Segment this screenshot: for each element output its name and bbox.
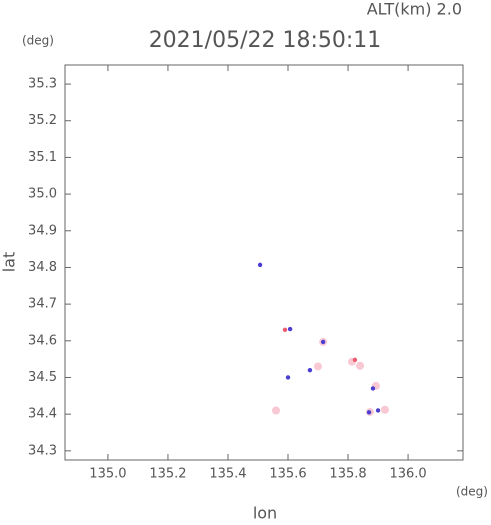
y-tick-label: 34.8	[28, 260, 57, 275]
echo-point	[307, 367, 313, 373]
echo-point	[285, 375, 291, 380]
x-tick-label: 135.4	[209, 467, 246, 482]
y-tick-label: 35.2	[28, 113, 57, 128]
x-unit: (deg)	[456, 485, 488, 499]
x-tick-label: 135.2	[149, 467, 186, 482]
echo-point	[375, 408, 381, 413]
y-tick-label: 34.9	[28, 223, 57, 238]
echo-point	[272, 406, 281, 415]
echo-point	[380, 405, 389, 414]
echo-point	[282, 327, 288, 333]
echo-point	[314, 362, 323, 371]
x-tick-label: 135.8	[329, 467, 366, 482]
y-axis-label: lat	[0, 252, 19, 273]
echo-point	[287, 326, 293, 332]
y-unit: (deg)	[22, 34, 54, 48]
x-axis-label: lon	[253, 504, 277, 522]
y-tick-label: 34.6	[28, 333, 57, 348]
y-tick-label: 34.3	[28, 443, 57, 458]
x-tick-label: 135.0	[89, 467, 126, 482]
y-tick-label: 34.7	[28, 297, 57, 312]
echo-point	[352, 357, 358, 363]
y-tick-label: 35.1	[28, 150, 57, 165]
echo-point	[320, 339, 326, 345]
y-tick-label: 34.5	[28, 370, 57, 385]
plot-frame	[64, 64, 464, 461]
echo-point	[257, 262, 263, 268]
y-tick-label: 35.0	[28, 187, 57, 202]
x-tick-label: 135.6	[269, 467, 306, 482]
echo-point	[356, 361, 365, 370]
y-tick-label: 35.3	[28, 77, 57, 92]
echo-point	[366, 410, 372, 415]
y-tick-label: 34.4	[28, 407, 57, 422]
altitude-label: ALT(km) 2.0	[367, 0, 462, 19]
echo-point	[370, 386, 376, 391]
x-tick-label: 136.0	[389, 467, 426, 482]
chart-title: 2021/05/22 18:50:11	[149, 28, 382, 53]
